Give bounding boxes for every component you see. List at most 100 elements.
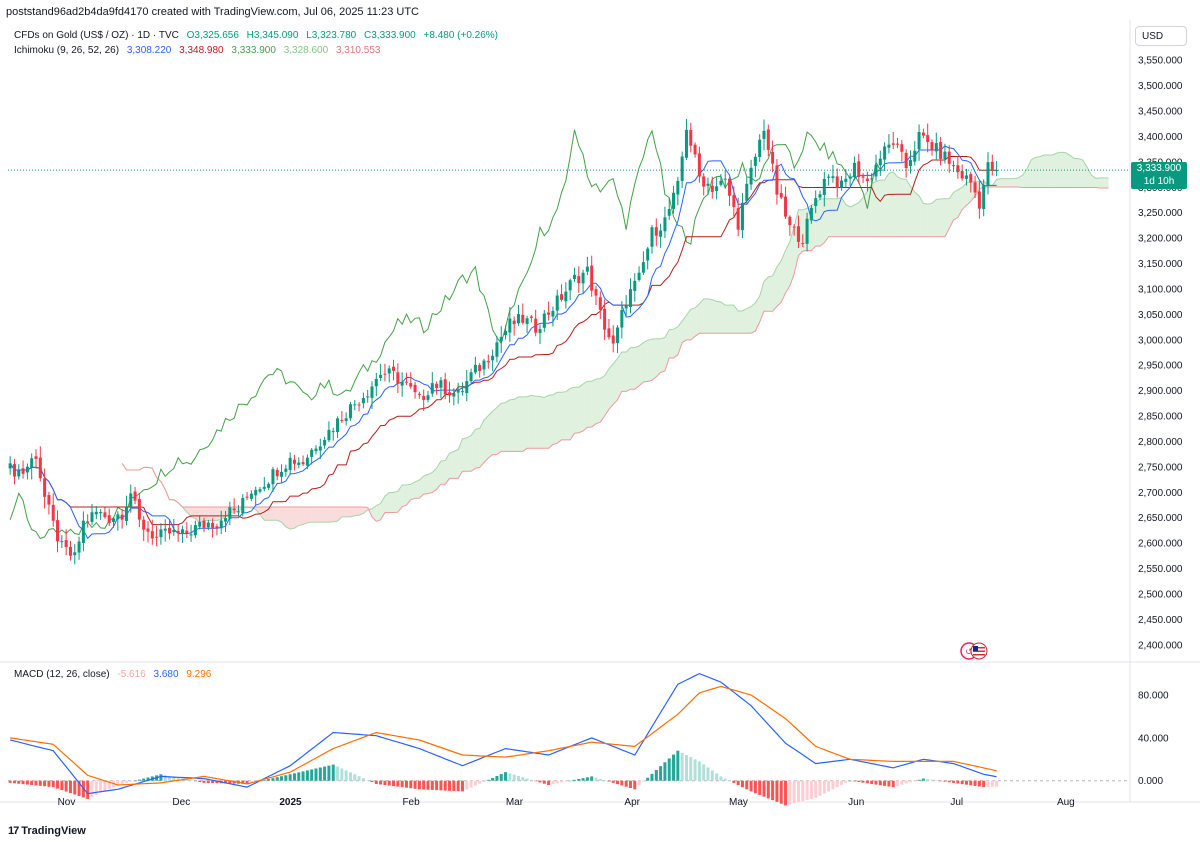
candle-body (921, 132, 925, 136)
candle (848, 173, 852, 187)
candle (891, 131, 895, 150)
us-flag-event-icon[interactable]: ↺ (960, 642, 988, 660)
candle (624, 295, 628, 317)
candle (926, 123, 930, 153)
candle (801, 234, 805, 248)
price-tick-label: 2,650.000 (1138, 513, 1183, 524)
candle (805, 212, 809, 252)
candle (452, 388, 456, 406)
cloud-segment (1061, 152, 1066, 188)
macd-histogram-bar (366, 780, 370, 781)
candle (323, 436, 327, 449)
cloud-segment (785, 241, 790, 293)
symbol-title[interactable]: CFDs on Gold (US$ / OZ) · 1D · TVC (14, 30, 179, 41)
macd-histogram-bar (340, 768, 344, 781)
price-tick-label: 2,950.000 (1138, 361, 1183, 372)
macd-label[interactable]: MACD (12, 26, close) (14, 669, 110, 680)
candle (852, 156, 856, 181)
cloud-segment (1035, 156, 1040, 188)
cloud-segment (617, 352, 622, 400)
macd-histogram-bar (818, 780, 822, 796)
candle (740, 193, 744, 239)
candle-body (710, 185, 714, 192)
macd-histogram-bar (805, 780, 809, 800)
candle-body (663, 217, 667, 232)
candle-body (883, 146, 887, 160)
macd-signal-line (10, 685, 997, 786)
candle (21, 460, 25, 479)
candle (245, 492, 249, 501)
cloud-segment (815, 198, 820, 247)
cloud-segment (204, 507, 209, 521)
cloud-segment (630, 347, 635, 390)
candle (861, 173, 865, 183)
macd-histogram-bar (564, 780, 568, 782)
currency-button[interactable]: USD (1135, 26, 1187, 46)
macd-histogram-bar (878, 780, 882, 786)
candle-body (21, 468, 25, 474)
candle-body (327, 429, 331, 441)
candle (443, 372, 447, 400)
candle (348, 401, 352, 421)
candle-body (788, 216, 792, 226)
macd-histogram-bar (624, 780, 628, 787)
candle-body (172, 529, 176, 533)
candle-body (379, 374, 383, 379)
macd-histogram-bar (719, 776, 723, 781)
macd-histogram-bar (163, 775, 167, 781)
macd-histogram-bar (960, 780, 964, 785)
candle-body (973, 182, 977, 193)
ichimoku-label[interactable]: Ichimoku (9, 26, 52, 26) (14, 45, 120, 56)
candle (94, 506, 98, 520)
candle-body (982, 184, 986, 210)
tenkan-sen-line (9, 145, 997, 540)
candle-body (934, 143, 938, 152)
candle-body (706, 183, 710, 186)
candle-body (94, 511, 98, 515)
candle-body (443, 379, 447, 395)
candle-body (628, 289, 632, 308)
candle (344, 412, 348, 426)
candle (715, 177, 719, 200)
cloud-segment (966, 181, 971, 206)
candle (168, 520, 172, 540)
macd-histogram-bar (620, 780, 624, 786)
candle-body (611, 335, 615, 344)
macd-histogram-bar (607, 780, 611, 782)
candle (314, 445, 318, 455)
candle (116, 511, 120, 531)
candle-body (120, 514, 124, 520)
macd-histogram-bar (835, 780, 839, 788)
macd-histogram-bar (491, 777, 495, 781)
candle-body (857, 161, 861, 177)
macd-histogram-bar (374, 780, 378, 784)
candle-body (964, 175, 968, 179)
candle (142, 516, 146, 542)
candle-body (288, 457, 292, 470)
candle (60, 535, 64, 548)
price-tick-label: 2,850.000 (1138, 412, 1183, 423)
candle (822, 171, 826, 207)
candle (964, 168, 968, 186)
candle (732, 186, 736, 217)
price-tick-label: 2,400.000 (1138, 640, 1183, 651)
cloud-segment (328, 507, 334, 523)
macd-histogram-bar (865, 780, 869, 784)
tenkan-value: 3,308.220 (126, 45, 172, 56)
macd-histogram-bar (732, 780, 736, 783)
cloud-segment (962, 182, 967, 210)
candle-body (452, 393, 456, 397)
candle (370, 381, 374, 409)
time-tick-label: May (729, 797, 748, 808)
macd-histogram-bar (417, 780, 421, 790)
macd-histogram-bar (913, 780, 917, 782)
macd-histogram-bar (267, 779, 271, 781)
cloud-segment (1022, 168, 1027, 188)
cloud-segment (453, 449, 459, 479)
macd-histogram-bar (538, 780, 542, 783)
candle-body (926, 135, 930, 142)
cloud-segment (634, 345, 640, 390)
tradingview-logo[interactable]: 17 TradingView (8, 825, 86, 837)
macd-histogram-bar (590, 776, 594, 781)
